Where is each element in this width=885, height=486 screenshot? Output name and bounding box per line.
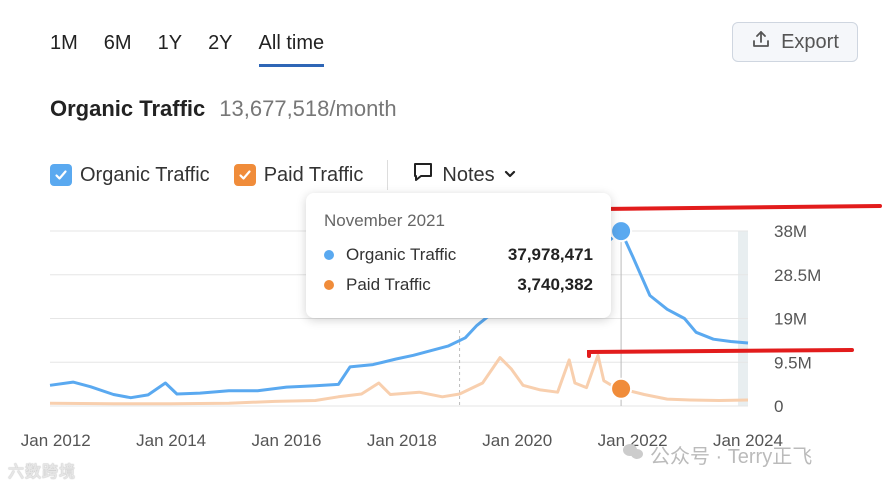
tooltip-date: November 2021 — [324, 211, 445, 230]
x-tick-label: Jan 2022 — [598, 431, 668, 450]
legend-organic-traffic[interactable]: Organic Traffic — [50, 164, 210, 187]
tooltip-row-paid: Paid Traffic 3,740,382 — [324, 275, 593, 295]
tooltip-label: Organic Traffic — [346, 245, 457, 264]
traffic-metric: 13,677,518/month — [219, 96, 397, 121]
legend-label: Organic Traffic — [80, 163, 210, 186]
wechat-icon — [622, 442, 644, 468]
red-annotation-bottom — [587, 348, 854, 358]
export-label: Export — [781, 30, 839, 53]
watermark-right: 公众号 · Terry正飞 — [622, 440, 812, 469]
chart-legend: Organic Traffic Paid Traffic Notes — [50, 160, 517, 190]
x-tick-label: Jan 2018 — [367, 431, 437, 450]
x-tick-label: Jan 2012 — [21, 431, 91, 450]
notes-label: Notes — [442, 163, 495, 186]
y-tick-label: 0 — [774, 397, 783, 416]
tooltip-label: Paid Traffic — [346, 275, 431, 294]
tab-1y[interactable]: 1Y — [157, 32, 183, 54]
upload-icon — [751, 29, 771, 55]
paid-highlight-point — [610, 377, 633, 400]
x-tick-label: Jan 2016 — [252, 431, 322, 450]
notes-dropdown[interactable]: Notes — [412, 161, 516, 189]
x-tick-label: Jan 2014 — [136, 431, 206, 450]
tab-6m[interactable]: 6M — [103, 32, 132, 54]
x-tick-label: Jan 2020 — [482, 431, 552, 450]
page-title: Organic Traffic — [50, 96, 206, 121]
organic-traffic-line — [49, 229, 749, 400]
chevron-down-icon — [503, 164, 517, 187]
tab-1m[interactable]: 1M — [50, 32, 78, 54]
watermark-left: 六数跨境 — [8, 464, 77, 481]
export-button[interactable]: Export — [732, 22, 858, 62]
tooltip-row-organic: Organic Traffic 37,978,471 — [324, 245, 593, 265]
tab-2y[interactable]: 2Y — [208, 32, 233, 54]
y-tick-label: 38M — [774, 222, 807, 241]
y-tick-label: 19M — [774, 310, 807, 329]
legend-divider — [387, 160, 389, 190]
y-tick-label: 9.5M — [774, 353, 812, 372]
watermark-text: 公众号 · Terry正飞 — [650, 446, 813, 468]
checkbox-checked-icon[interactable] — [233, 164, 256, 186]
date-range-tabs: 1M 6M 1Y 2Y All time — [50, 30, 350, 67]
title-row: Organic Traffic 13,677,518/month — [50, 96, 397, 122]
paid-dot-icon — [324, 280, 334, 290]
x-tick-label: Jan 2024 — [713, 431, 783, 450]
chart-tooltip: November 2021 Organic Traffic 37,978,471… — [306, 193, 611, 318]
notes-icon — [412, 161, 434, 189]
checkbox-checked-icon[interactable] — [50, 164, 72, 186]
tooltip-value: 37,978,471 — [507, 245, 593, 264]
legend-label: Paid Traffic — [263, 163, 364, 186]
organic-dot-icon — [324, 250, 334, 260]
tooltip-value: 3,740,382 — [517, 275, 593, 294]
tab-all-time[interactable]: All time — [258, 30, 325, 67]
legend-paid-traffic[interactable]: Paid Traffic — [233, 163, 364, 187]
red-annotation-top — [600, 204, 882, 211]
y-tick-label: 28.5M — [774, 266, 821, 285]
organic-highlight-point — [610, 220, 633, 243]
